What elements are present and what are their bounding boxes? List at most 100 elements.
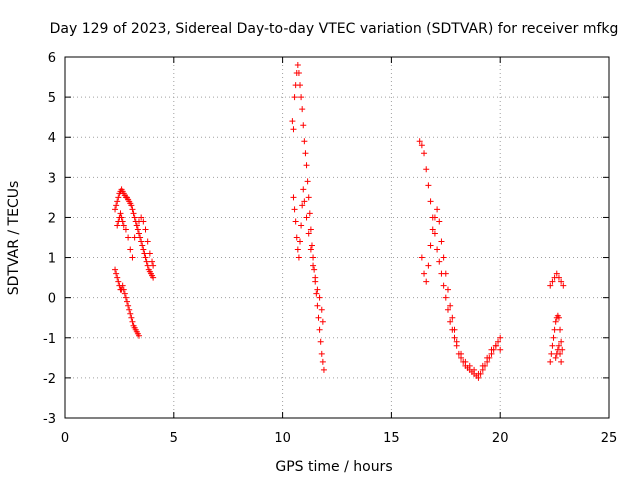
data-point xyxy=(127,310,134,317)
data-point xyxy=(421,270,428,277)
data-point xyxy=(316,294,323,301)
data-point xyxy=(114,198,121,205)
data-point xyxy=(139,242,146,249)
data-point xyxy=(319,358,326,365)
data-point xyxy=(119,218,126,225)
data-point xyxy=(488,346,495,353)
data-point xyxy=(444,306,451,313)
data-point xyxy=(120,222,127,229)
data-point xyxy=(303,162,310,169)
data-point xyxy=(295,254,302,261)
y-tick-label: 1 xyxy=(48,252,56,267)
data-point xyxy=(291,206,298,213)
x-tick-label: 20 xyxy=(492,431,509,446)
y-tick-label: 2 xyxy=(48,211,56,226)
data-point xyxy=(549,278,556,285)
data-point xyxy=(479,362,486,369)
data-point xyxy=(305,230,312,237)
data-point xyxy=(298,94,305,101)
y-tick-label: 6 xyxy=(48,51,56,66)
data-point xyxy=(312,274,319,281)
x-tick-label: 0 xyxy=(61,431,69,446)
data-point xyxy=(434,206,441,213)
data-point xyxy=(447,318,454,325)
data-point xyxy=(146,250,153,257)
data-point xyxy=(131,234,138,241)
data-point xyxy=(453,338,460,345)
data-point xyxy=(549,342,556,349)
data-point xyxy=(317,338,324,345)
data-point xyxy=(118,214,125,221)
data-point xyxy=(140,246,147,253)
data-point xyxy=(314,302,321,309)
data-point xyxy=(551,326,558,333)
y-axis-label: SDTVAR / TECUs xyxy=(6,181,22,296)
x-tick-label: 10 xyxy=(274,431,291,446)
data-point xyxy=(316,326,323,333)
data-point xyxy=(436,218,443,225)
data-point xyxy=(141,250,148,257)
data-point xyxy=(436,258,443,265)
data-point xyxy=(314,286,321,293)
data-point xyxy=(484,354,491,361)
data-point xyxy=(292,218,299,225)
data-point xyxy=(553,270,560,277)
y-tick-label: 3 xyxy=(48,171,56,186)
data-point xyxy=(129,318,136,325)
data-point xyxy=(149,258,156,265)
data-point xyxy=(429,226,436,233)
data-point xyxy=(475,370,482,377)
data-point xyxy=(119,282,126,289)
data-point xyxy=(138,214,145,221)
data-point xyxy=(300,122,307,129)
data-point xyxy=(431,214,438,221)
data-point xyxy=(297,238,304,245)
data-point xyxy=(294,246,301,253)
data-point xyxy=(150,274,157,281)
data-point xyxy=(416,138,423,145)
data-point xyxy=(425,262,432,269)
data-point xyxy=(418,254,425,261)
data-point xyxy=(289,118,296,125)
data-point xyxy=(115,278,122,285)
data-point xyxy=(425,182,432,189)
chart-title: Day 129 of 2023, Sidereal Day-to-day VTE… xyxy=(50,21,619,37)
data-point xyxy=(303,214,310,221)
series-3 xyxy=(416,138,504,381)
data-point xyxy=(554,346,561,353)
data-point xyxy=(310,254,317,261)
data-point xyxy=(135,230,142,237)
y-tick-label: -1 xyxy=(43,332,56,347)
data-point xyxy=(126,306,133,313)
data-points xyxy=(112,62,567,381)
data-point xyxy=(128,202,135,209)
data-point xyxy=(431,230,438,237)
data-point xyxy=(310,262,317,269)
data-point xyxy=(497,346,504,353)
data-point xyxy=(140,218,147,225)
series-4 xyxy=(547,270,567,365)
data-point xyxy=(299,106,306,113)
data-point xyxy=(114,274,121,281)
data-point xyxy=(137,234,144,241)
data-point xyxy=(558,358,565,365)
data-point xyxy=(133,222,140,229)
data-point xyxy=(307,226,314,233)
data-point xyxy=(555,274,562,281)
data-point xyxy=(130,210,137,217)
data-point xyxy=(552,354,559,361)
data-point xyxy=(423,166,430,173)
x-axis-label: GPS time / hours xyxy=(275,459,392,475)
data-point xyxy=(117,210,124,217)
grid xyxy=(65,57,609,418)
data-point xyxy=(423,278,430,285)
data-point xyxy=(319,318,326,325)
data-point xyxy=(306,210,313,217)
data-point xyxy=(115,194,122,201)
data-point xyxy=(462,358,469,365)
data-point xyxy=(307,246,314,253)
data-point xyxy=(142,226,149,233)
data-point xyxy=(558,278,565,285)
data-point xyxy=(320,366,327,373)
